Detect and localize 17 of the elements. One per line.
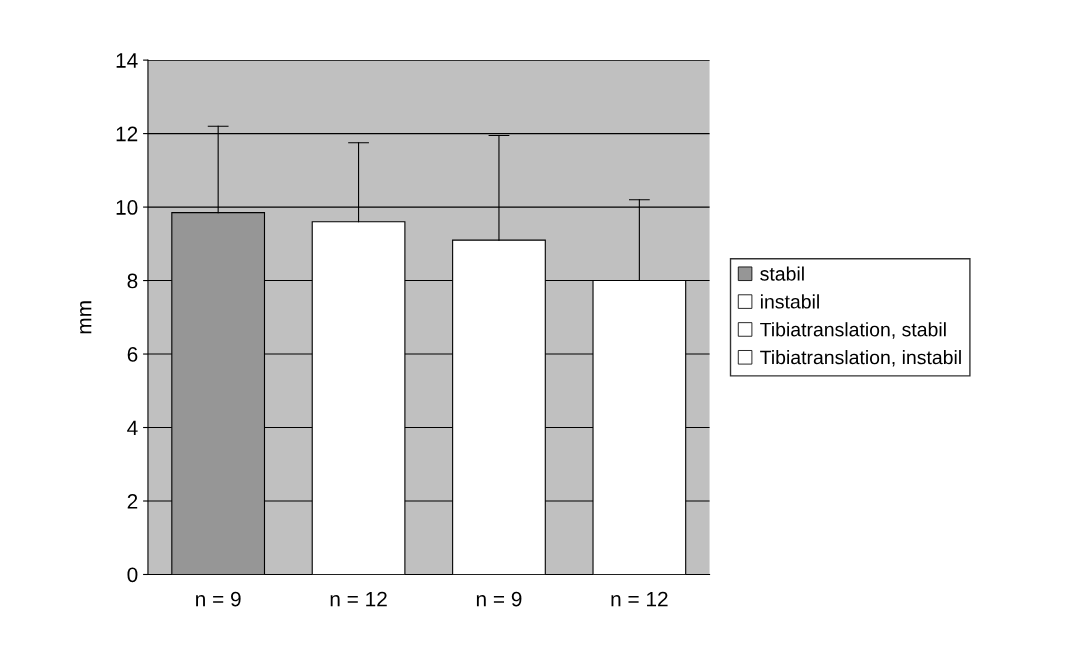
x-tick-label: n = 9 (196, 591, 241, 607)
y-tick-label: 2 (127, 494, 138, 509)
x-tick-label: n = 12 (611, 591, 668, 607)
y-tick-label: 10 (116, 200, 138, 215)
y-tick-label: 6 (127, 347, 138, 362)
legend-label: Tibiatranslation, stabil (760, 322, 946, 339)
x-tick-label: n = 12 (330, 591, 387, 607)
x-tick-label: n = 9 (476, 591, 522, 607)
y-tick-label: 14 (116, 53, 138, 68)
legend-label: stabil (760, 266, 804, 281)
y-tick-label: 0 (127, 567, 138, 583)
y-tick-label: 4 (127, 420, 138, 436)
y-tick-label: 8 (127, 273, 138, 289)
y-axis-title: mm (80, 301, 92, 334)
y-tick-label: 12 (116, 126, 138, 142)
legend-label: Tibiatranslation, instabil (760, 350, 961, 367)
legend-label: instabil (760, 294, 819, 309)
